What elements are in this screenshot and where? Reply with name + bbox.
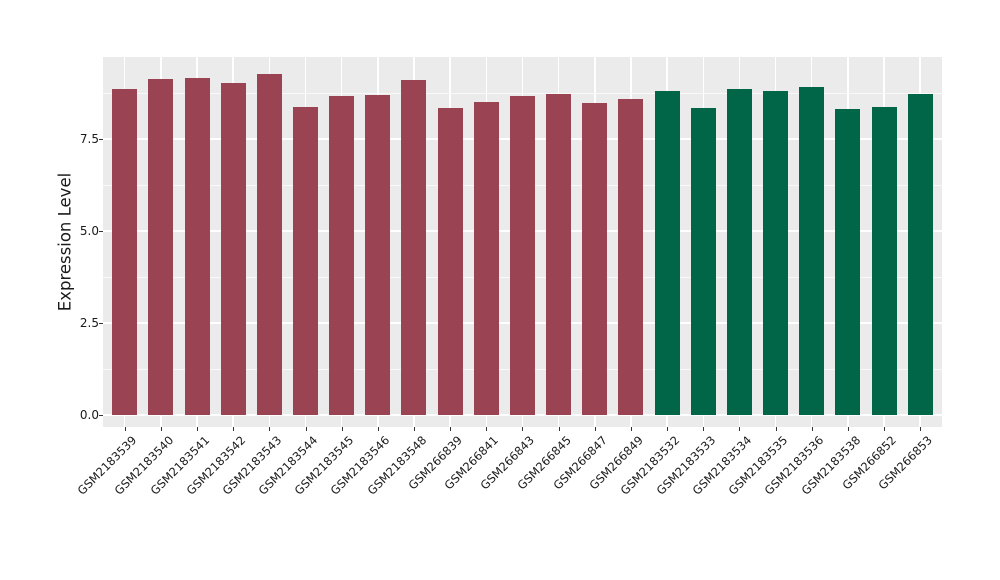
- x-tick: [305, 427, 307, 431]
- bar-GSM266847: [582, 103, 608, 415]
- y-tick: [99, 139, 103, 140]
- x-tick: [124, 427, 126, 431]
- bar-GSM266841: [473, 101, 499, 415]
- bar-GSM2183548: [401, 80, 427, 415]
- x-tick: [450, 427, 452, 431]
- bar-GSM266843: [509, 95, 535, 415]
- x-tick: [667, 427, 669, 431]
- bar-GSM2183536: [799, 87, 825, 415]
- bar-GSM2183540: [148, 79, 174, 415]
- y-tick-label: 7.5: [79, 132, 99, 146]
- x-tick: [594, 427, 596, 431]
- x-tick: [160, 427, 162, 431]
- x-tick: [847, 427, 849, 431]
- bar-GSM2183544: [293, 107, 318, 415]
- x-tick: [486, 427, 488, 431]
- x-tick: [341, 427, 343, 431]
- y-tick-label: 2.5: [79, 316, 99, 330]
- bar-GSM2183532: [654, 91, 680, 415]
- bar-GSM266839: [437, 107, 463, 415]
- x-tick: [630, 427, 632, 431]
- bar-GSM2183543: [256, 73, 282, 415]
- bar-GSM2183534: [726, 89, 752, 415]
- bar-GSM2183542: [220, 83, 246, 415]
- y-tick: [99, 415, 103, 416]
- bar-GSM2183546: [365, 94, 391, 415]
- x-tick: [233, 427, 235, 431]
- x-tick: [269, 427, 271, 431]
- x-tick: [197, 427, 199, 431]
- plot-panel: [103, 57, 942, 427]
- x-tick: [884, 427, 886, 431]
- x-tick: [377, 427, 379, 431]
- bar-GSM266845: [546, 94, 572, 415]
- x-tick: [775, 427, 777, 431]
- y-tick: [99, 323, 103, 324]
- y-axis-title: Expression Level: [55, 172, 75, 312]
- bar-GSM2183545: [329, 95, 355, 415]
- bar-GSM266849: [618, 98, 644, 415]
- bar-GSM2183541: [184, 77, 210, 415]
- y-tick: [99, 231, 103, 232]
- bar-GSM2183538: [835, 109, 861, 415]
- x-tick: [920, 427, 922, 431]
- y-tick-label: 5.0: [79, 224, 99, 238]
- bar-GSM2183533: [690, 107, 716, 415]
- x-tick: [413, 427, 415, 431]
- x-tick: [558, 427, 560, 431]
- y-tick-label: 0.0: [79, 408, 99, 422]
- bar-GSM2183535: [763, 91, 789, 415]
- x-tick: [522, 427, 524, 431]
- x-tick: [811, 427, 813, 431]
- bar-GSM266852: [871, 106, 897, 415]
- bar-GSM2183539: [112, 88, 138, 415]
- bar-GSM266853: [907, 94, 933, 415]
- x-tick: [703, 427, 705, 431]
- x-tick: [739, 427, 741, 431]
